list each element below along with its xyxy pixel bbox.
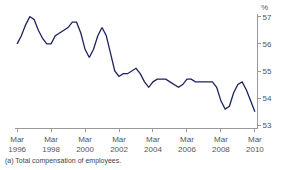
svg-text:(a) Total compensation of empl: (a) Total compensation of employees.: [5, 157, 121, 165]
svg-text:Mar1996: Mar1996: [8, 135, 26, 154]
svg-text:55: 55: [263, 67, 272, 76]
svg-text:Mar2010: Mar2010: [246, 135, 264, 154]
svg-text:%: %: [261, 3, 268, 12]
svg-text:Mar2006: Mar2006: [178, 135, 196, 154]
svg-text:Mar2004: Mar2004: [144, 135, 162, 154]
svg-text:54: 54: [263, 94, 272, 103]
svg-text:Mar2000: Mar2000: [76, 135, 94, 154]
svg-text:Mar1998: Mar1998: [42, 135, 60, 154]
svg-text:Mar2002: Mar2002: [110, 135, 128, 154]
svg-text:53: 53: [263, 121, 272, 130]
svg-text:57: 57: [263, 13, 272, 22]
svg-text:56: 56: [263, 40, 272, 49]
svg-text:Mar2008: Mar2008: [212, 135, 230, 154]
